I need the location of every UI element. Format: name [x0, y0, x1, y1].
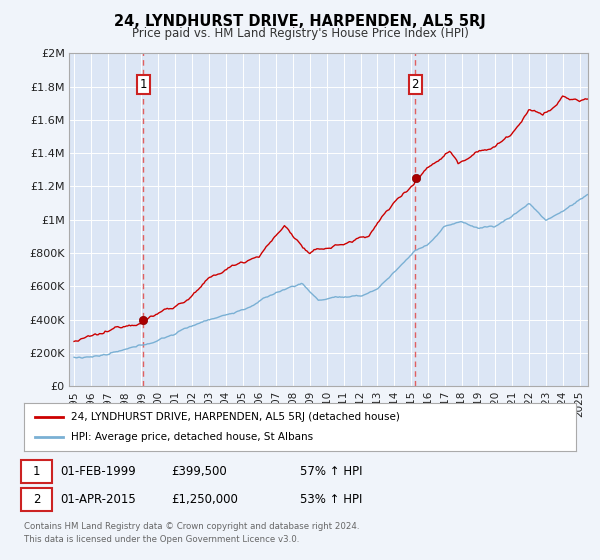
Text: Price paid vs. HM Land Registry's House Price Index (HPI): Price paid vs. HM Land Registry's House … — [131, 27, 469, 40]
Text: 2: 2 — [33, 493, 40, 506]
Text: £1,250,000: £1,250,000 — [171, 493, 238, 506]
Text: 1: 1 — [140, 78, 147, 91]
Text: 24, LYNDHURST DRIVE, HARPENDEN, AL5 5RJ: 24, LYNDHURST DRIVE, HARPENDEN, AL5 5RJ — [114, 14, 486, 29]
Text: £399,500: £399,500 — [171, 465, 227, 478]
Text: 2: 2 — [412, 78, 419, 91]
Text: HPI: Average price, detached house, St Albans: HPI: Average price, detached house, St A… — [71, 432, 313, 442]
Text: This data is licensed under the Open Government Licence v3.0.: This data is licensed under the Open Gov… — [24, 535, 299, 544]
Text: 24, LYNDHURST DRIVE, HARPENDEN, AL5 5RJ (detached house): 24, LYNDHURST DRIVE, HARPENDEN, AL5 5RJ … — [71, 412, 400, 422]
Text: 1: 1 — [33, 465, 40, 478]
Text: 57% ↑ HPI: 57% ↑ HPI — [300, 465, 362, 478]
Text: 01-APR-2015: 01-APR-2015 — [60, 493, 136, 506]
Text: 53% ↑ HPI: 53% ↑ HPI — [300, 493, 362, 506]
Text: 01-FEB-1999: 01-FEB-1999 — [60, 465, 136, 478]
Text: Contains HM Land Registry data © Crown copyright and database right 2024.: Contains HM Land Registry data © Crown c… — [24, 522, 359, 531]
